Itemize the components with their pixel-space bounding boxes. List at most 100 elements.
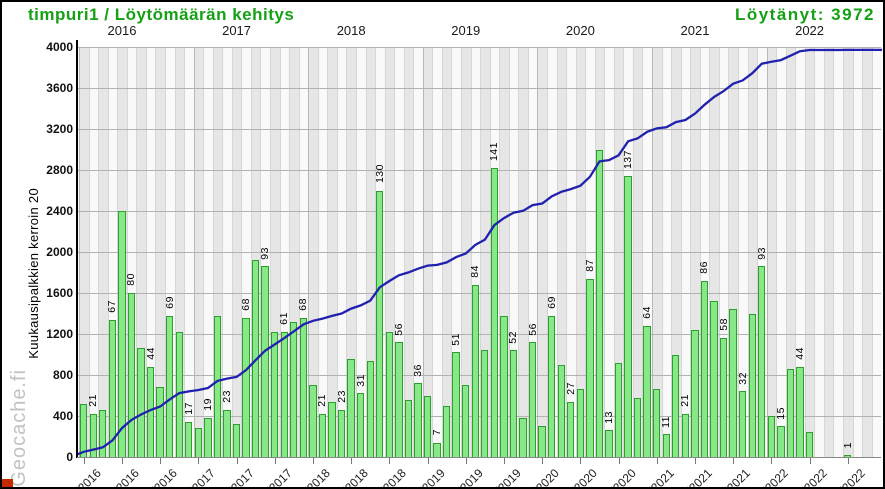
bar bbox=[547, 315, 556, 457]
bar bbox=[662, 434, 670, 457]
bar bbox=[433, 442, 441, 457]
bar bbox=[223, 409, 231, 457]
bar bbox=[452, 352, 460, 457]
y-gridline bbox=[78, 46, 881, 48]
year-label: 2018 bbox=[336, 23, 366, 38]
y-tick-label: 2000 bbox=[46, 245, 73, 259]
bar bbox=[213, 315, 222, 457]
chart-title: timpuri1 / Löytömäärän kehitys bbox=[28, 5, 295, 24]
bar bbox=[633, 397, 642, 457]
bar bbox=[423, 395, 432, 457]
x-tick bbox=[160, 458, 162, 464]
bar-value-label: 36 bbox=[411, 363, 424, 377]
bar bbox=[481, 350, 489, 457]
bar bbox=[118, 211, 126, 457]
y-gridline bbox=[78, 169, 881, 171]
y-tick-label: 2800 bbox=[46, 163, 73, 177]
y-gridline bbox=[78, 210, 881, 212]
bar bbox=[710, 301, 718, 457]
bar bbox=[786, 368, 795, 457]
bar bbox=[404, 399, 413, 457]
bar bbox=[605, 430, 613, 457]
y-tick-label: 1200 bbox=[46, 327, 73, 341]
bar bbox=[442, 405, 451, 457]
bar bbox=[700, 280, 709, 457]
bar bbox=[538, 426, 546, 457]
bar-value-label: 68 bbox=[297, 297, 310, 311]
bar bbox=[681, 413, 690, 457]
bar-value-label: 67 bbox=[106, 299, 119, 313]
y-gridline bbox=[78, 128, 881, 130]
bar bbox=[242, 317, 250, 457]
y-gridline bbox=[78, 87, 881, 89]
bar bbox=[462, 385, 470, 457]
bar-value-label: 52 bbox=[507, 330, 520, 344]
bar bbox=[146, 366, 155, 457]
bar-value-label: 56 bbox=[392, 322, 405, 336]
bar-value-label: 13 bbox=[602, 410, 615, 424]
bar-value-label: 23 bbox=[220, 390, 233, 403]
x-tick bbox=[198, 458, 200, 464]
bar bbox=[519, 418, 527, 457]
y-tick-label: 4000 bbox=[46, 40, 73, 54]
bar-value-label: 19 bbox=[201, 398, 214, 412]
year-label: 2016 bbox=[107, 23, 137, 38]
bar-value-label: 17 bbox=[182, 402, 195, 416]
x-tick bbox=[542, 458, 544, 464]
x-tick-label: 1/2016 bbox=[67, 466, 104, 489]
bar bbox=[643, 325, 651, 457]
bar bbox=[232, 424, 241, 457]
bar-value-label: 84 bbox=[469, 265, 482, 278]
bar bbox=[395, 342, 403, 457]
bar-value-label: 21 bbox=[679, 394, 692, 407]
bar bbox=[108, 319, 117, 457]
bar bbox=[414, 383, 422, 457]
bar bbox=[805, 432, 814, 457]
bar bbox=[748, 313, 756, 457]
bar bbox=[738, 391, 747, 457]
bar-value-label: 21 bbox=[87, 394, 100, 407]
bar-value-label: 44 bbox=[793, 347, 806, 360]
x-tick bbox=[121, 458, 123, 464]
bar bbox=[376, 190, 384, 457]
x-tick bbox=[847, 458, 849, 464]
bar-value-label: 15 bbox=[774, 406, 787, 420]
x-tick bbox=[427, 458, 429, 464]
x-tick bbox=[465, 458, 467, 464]
bar bbox=[719, 338, 728, 457]
bar bbox=[299, 317, 308, 457]
bar bbox=[777, 426, 785, 457]
bar bbox=[624, 176, 632, 457]
bar bbox=[385, 331, 393, 457]
bar bbox=[557, 364, 565, 457]
bar bbox=[796, 366, 804, 457]
bar bbox=[614, 362, 623, 457]
bar bbox=[729, 309, 737, 457]
bar bbox=[356, 393, 365, 457]
bar-value-label: 137 bbox=[622, 150, 635, 170]
y-axis-title: Kuukausipalkkien kerroin 20 bbox=[26, 188, 41, 359]
bar-value-label: 58 bbox=[717, 318, 730, 332]
bar bbox=[567, 401, 575, 457]
bar bbox=[528, 342, 537, 457]
x-tick bbox=[503, 458, 505, 464]
bar bbox=[691, 329, 699, 457]
bar bbox=[586, 278, 594, 457]
bar-value-label: 32 bbox=[736, 371, 749, 385]
bar bbox=[337, 409, 346, 457]
bar bbox=[490, 167, 499, 457]
bar-value-label: 68 bbox=[240, 297, 253, 311]
found-total: Löytänyt: 3972 bbox=[734, 5, 875, 24]
bar-value-label: 80 bbox=[125, 273, 138, 286]
x-tick bbox=[236, 458, 238, 464]
x-tick bbox=[312, 458, 314, 464]
bar-value-label: 23 bbox=[335, 390, 348, 403]
bar-value-label: 141 bbox=[488, 141, 501, 161]
x-tick bbox=[618, 458, 620, 464]
bar-value-label: 61 bbox=[278, 312, 291, 325]
bar bbox=[509, 350, 518, 457]
bar bbox=[471, 284, 479, 457]
x-tick bbox=[580, 458, 582, 464]
